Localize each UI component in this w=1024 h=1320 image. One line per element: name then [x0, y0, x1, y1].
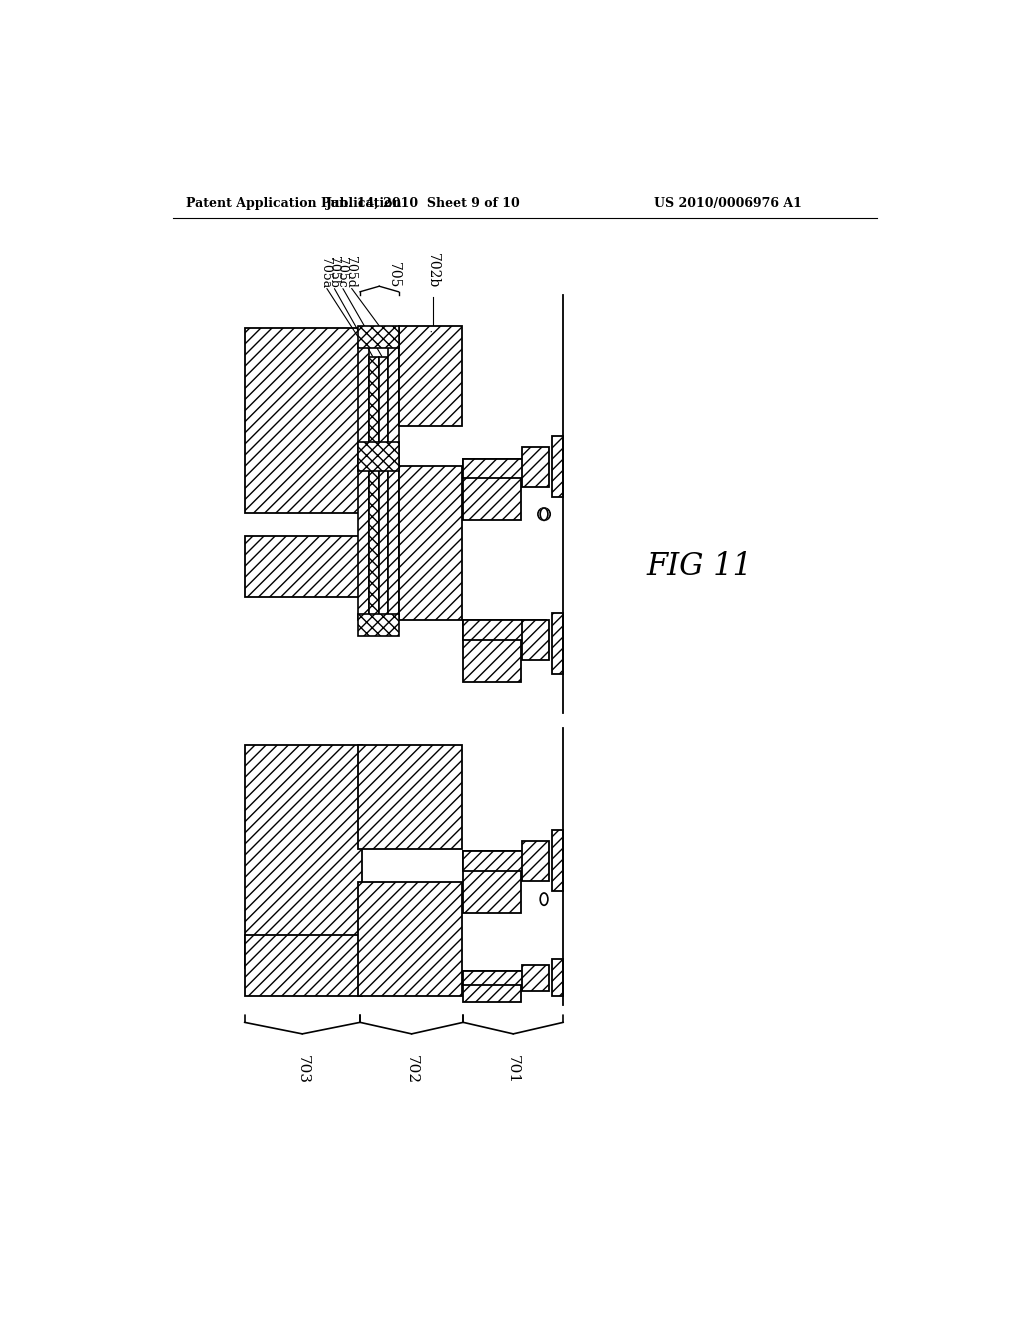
Bar: [358, 614, 398, 636]
Ellipse shape: [541, 508, 548, 520]
Text: 703: 703: [295, 1055, 309, 1084]
Text: 702b: 702b: [426, 252, 440, 288]
Bar: [552, 960, 563, 997]
Bar: [521, 841, 549, 880]
Bar: [521, 965, 549, 991]
Text: 705c: 705c: [335, 257, 348, 288]
Bar: [521, 620, 549, 660]
Bar: [463, 620, 547, 640]
Bar: [370, 358, 379, 620]
Bar: [463, 851, 547, 871]
Bar: [379, 358, 388, 620]
Bar: [463, 620, 521, 682]
Text: US 2010/0006976 A1: US 2010/0006976 A1: [654, 197, 802, 210]
Bar: [358, 882, 462, 997]
Text: 705d: 705d: [343, 256, 356, 288]
Text: 702: 702: [404, 1055, 419, 1084]
Bar: [245, 744, 361, 969]
Bar: [388, 327, 398, 620]
Bar: [245, 327, 361, 512]
Bar: [358, 326, 398, 348]
Text: 701: 701: [506, 1055, 520, 1084]
Bar: [358, 442, 398, 471]
Text: 705: 705: [387, 263, 401, 289]
Bar: [463, 970, 547, 985]
Text: Jan. 14, 2010  Sheet 9 of 10: Jan. 14, 2010 Sheet 9 of 10: [326, 197, 520, 210]
Bar: [358, 343, 370, 620]
Ellipse shape: [541, 892, 548, 906]
Text: 705a: 705a: [318, 256, 332, 288]
Text: Patent Application Publication: Patent Application Publication: [186, 197, 401, 210]
Bar: [463, 970, 521, 1002]
Text: FIG 11: FIG 11: [646, 550, 753, 582]
Bar: [463, 851, 521, 913]
Bar: [463, 459, 547, 478]
Bar: [552, 612, 563, 675]
Bar: [552, 830, 563, 891]
Bar: [245, 935, 361, 997]
Bar: [398, 466, 462, 620]
Bar: [245, 536, 400, 598]
Bar: [358, 744, 462, 849]
Bar: [552, 436, 563, 498]
Bar: [463, 459, 521, 520]
Text: 705b: 705b: [327, 256, 340, 288]
Bar: [521, 447, 549, 487]
Bar: [398, 326, 462, 426]
Circle shape: [538, 508, 550, 520]
